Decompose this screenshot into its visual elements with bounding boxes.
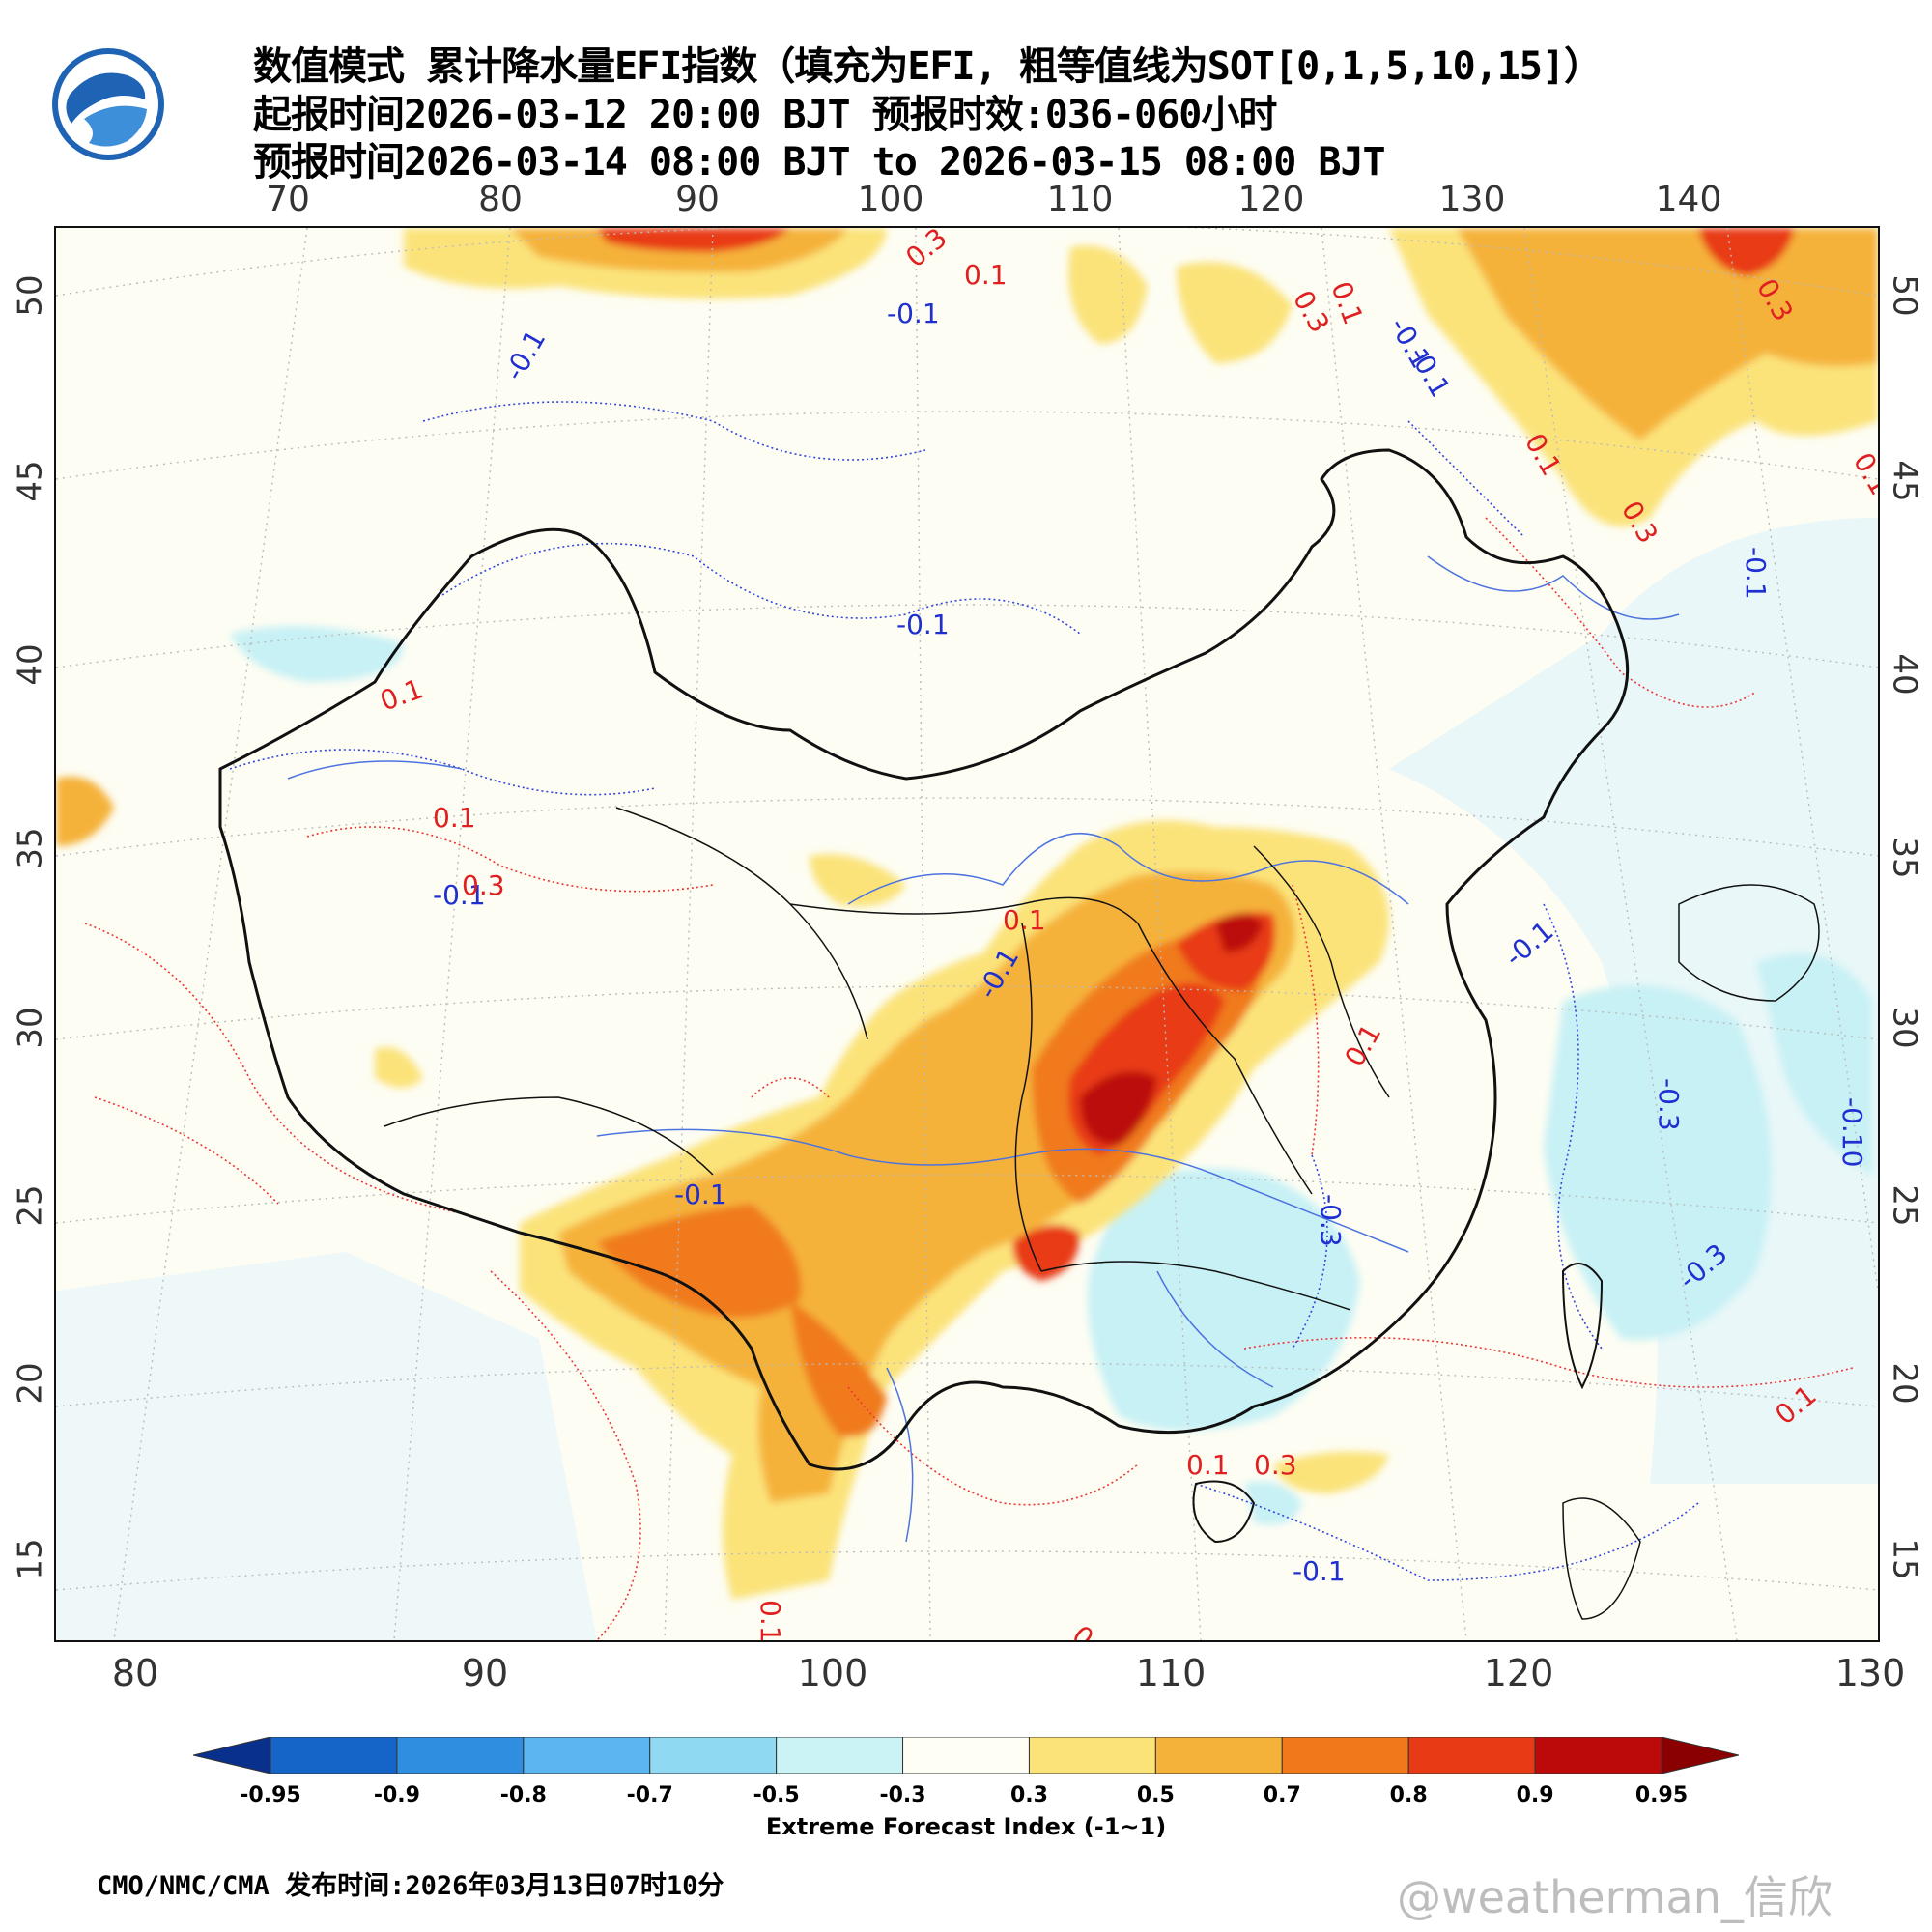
bottom-lon-label-80: 80 [111, 1652, 159, 1694]
right-lat-label-30: 30 [1885, 1007, 1924, 1049]
south-west-background [56, 1252, 597, 1640]
contour-label: -0.10 [1836, 1097, 1868, 1167]
colorbar-title: Extreme Forecast Index (-1~1) [765, 1813, 1167, 1840]
positive-efi-regions [56, 228, 1878, 1600]
colorbar-segment [776, 1737, 904, 1774]
negative-efi-regions [230, 626, 1872, 1525]
colorbar [193, 1737, 1739, 1774]
colorbar-segment [649, 1737, 778, 1774]
footer-agency: CMO/NMC/CMA 发布时间:2026年03月13日07时10分 [97, 1871, 724, 1901]
title-line-2: 起报时间2026-03-12 20:00 BJT 预报时效:036-060小时 [253, 93, 1277, 137]
contour-label: 0.3 [1254, 1449, 1297, 1481]
colorbar-segment [1407, 1737, 1536, 1774]
contour-label: -0.1 [1740, 547, 1772, 600]
contour-label: 0.1 [376, 672, 427, 717]
bottom-lon-label-90: 90 [461, 1652, 509, 1694]
efi-map-canvas: 0.30.1-0.1-0.10.10.3-0.1-0.10.10.30.30.1… [56, 228, 1878, 1640]
bottom-lon-label-130: 130 [1834, 1652, 1906, 1694]
colorbar-tick-label: -0.3 [879, 1783, 926, 1807]
bottom-lon-label-110: 110 [1135, 1652, 1207, 1694]
right-lat-label-45: 45 [1885, 460, 1924, 502]
left-lat-label-30: 30 [11, 1007, 50, 1049]
colorbar-tick-label: -0.5 [753, 1783, 800, 1807]
contour-label: -0.1 [887, 298, 940, 329]
top-lon-label-70: 70 [266, 180, 310, 219]
contour-label: 0.3 [462, 869, 505, 901]
title-line-3: 预报时间2026-03-14 08:00 BJT to 2026-03-15 0… [253, 140, 1386, 185]
top-lon-label-140: 140 [1655, 180, 1722, 219]
colorbar-segment [523, 1737, 651, 1774]
contour-label: 0.1 [433, 802, 476, 834]
bottom-lon-label-100: 100 [797, 1652, 868, 1694]
colorbar-tick-label: -0.7 [626, 1783, 673, 1807]
colorbar-tick-label: 0.95 [1634, 1783, 1689, 1807]
colorbar-segment [193, 1737, 271, 1774]
colorbar-segment [396, 1737, 525, 1774]
contour-label: -0.1 [674, 1179, 727, 1210]
contour-label: -0.3 [1315, 1194, 1347, 1247]
contour-label: -0.1 [497, 325, 552, 386]
title-line-1: 数值模式 累计降水量EFI指数（填充为EFI, 粗等值线为SOT[0,1,5,1… [253, 44, 1603, 89]
colorbar-segment [1534, 1737, 1662, 1774]
contour-label: -0.1 [1498, 915, 1559, 973]
contour-label: 0.1 [1847, 447, 1878, 500]
contour-label: 0.1 [754, 1600, 786, 1640]
sot-contours [84, 401, 1854, 1640]
efi-map: 0.3 0.1 -0.1 -0.1 0.1 0.3 -0.1 -0.1 0.1 0.3 0.3 0.1… [54, 226, 1880, 1642]
rivers [287, 555, 1680, 1543]
right-lat-label-15: 15 [1885, 1538, 1924, 1580]
watermark: @weatherman_信欣 [1397, 1871, 1833, 1923]
left-lat-label-20: 20 [11, 1362, 50, 1405]
top-lon-label-130: 130 [1438, 180, 1506, 219]
colorbar-segment [902, 1737, 1030, 1774]
right-lat-label-50: 50 [1885, 274, 1924, 317]
colorbar-tick-label: 0.8 [1389, 1783, 1428, 1807]
left-lat-label-45: 45 [11, 460, 50, 502]
contour-label: 0.1 [1003, 904, 1046, 936]
right-lat-label-20: 20 [1885, 1362, 1924, 1405]
colorbar-segment [270, 1737, 398, 1774]
contour-label: 0.1 [1186, 1449, 1230, 1481]
colorbar-tick-label: -0.8 [499, 1783, 547, 1807]
colorbar-tick-label: -0.95 [240, 1783, 301, 1807]
graticule [56, 228, 1878, 1640]
cma-logo-icon [52, 48, 164, 160]
left-lat-label-25: 25 [11, 1184, 50, 1227]
top-lon-label-90: 90 [675, 180, 720, 219]
top-lon-label-120: 120 [1237, 180, 1305, 219]
colorbar-segment [1661, 1737, 1739, 1774]
left-lat-label-40: 40 [11, 643, 50, 686]
colorbar-tick-label: 0.3 [1009, 1783, 1048, 1807]
left-lat-label-35: 35 [11, 827, 50, 869]
bottom-lon-label-120: 120 [1483, 1652, 1554, 1694]
colorbar-tick-label: -0.9 [373, 1783, 420, 1807]
contour-label: 0.1 [1066, 1619, 1120, 1640]
colorbar-segment [1281, 1737, 1409, 1774]
contour-label: -0.1 [1293, 1555, 1346, 1587]
contour-label: -0.1 [433, 879, 486, 911]
right-lat-label-35: 35 [1885, 837, 1924, 879]
colorbar-tick-label: 0.9 [1516, 1783, 1554, 1807]
contour-label: 0.1 [1338, 1018, 1387, 1071]
top-lon-label-110: 110 [1046, 180, 1114, 219]
top-lon-label-80: 80 [478, 180, 523, 219]
colorbar-segment [1154, 1737, 1283, 1774]
contour-label: -0.1 [896, 609, 950, 640]
contour-label: -0.3 [1653, 1078, 1685, 1131]
colorbar-tick-label: 0.5 [1136, 1783, 1175, 1807]
left-lat-label-15: 15 [11, 1538, 50, 1580]
boundaries [218, 448, 1820, 1620]
colorbar-segment [1028, 1737, 1156, 1774]
right-lat-label-40: 40 [1885, 653, 1924, 696]
contour-label: 0.1 [964, 259, 1008, 291]
colorbar-tick-label: 0.7 [1263, 1783, 1301, 1807]
left-lat-label-50: 50 [11, 274, 50, 317]
contour-label: 0.3 [899, 228, 952, 273]
top-lon-label-100: 100 [857, 180, 924, 219]
right-lat-label-25: 25 [1885, 1184, 1924, 1227]
